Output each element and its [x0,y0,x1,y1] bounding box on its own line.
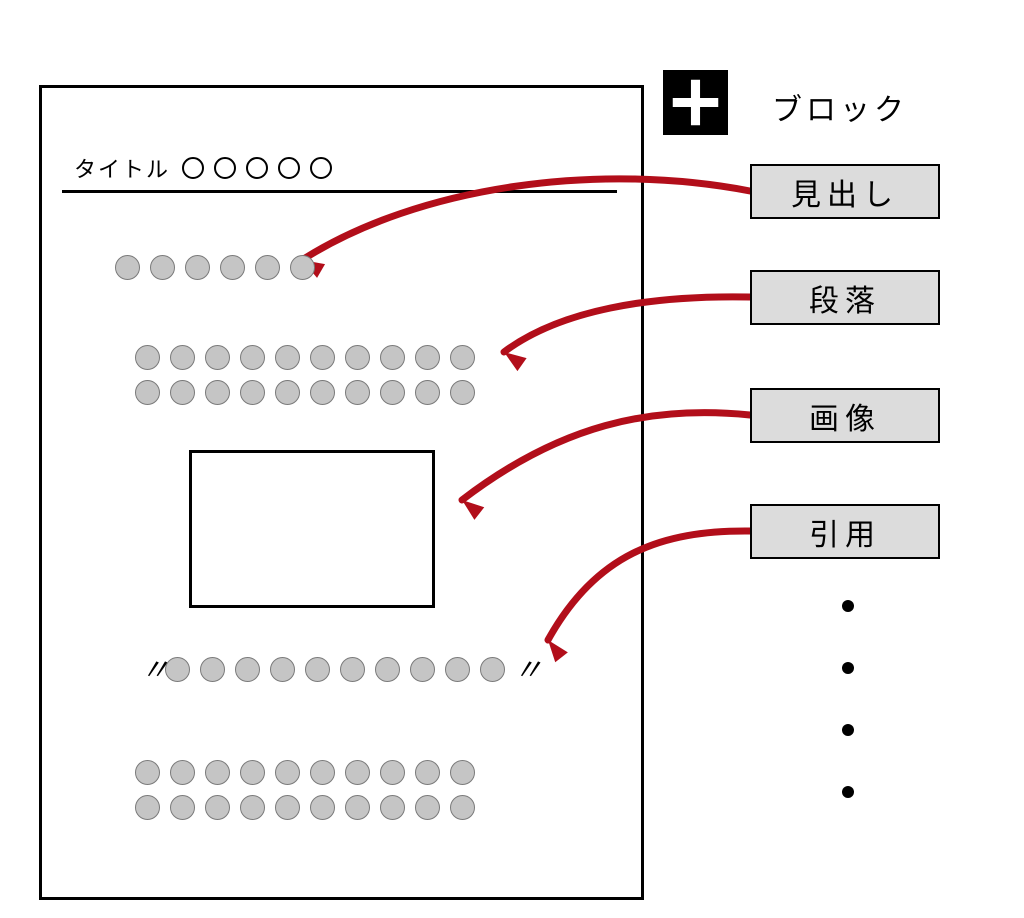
content-dot [450,760,475,785]
block-button-image[interactable]: 画像 [750,388,940,443]
content-dot [135,380,160,405]
content-dot [240,345,265,370]
content-dot [480,657,505,682]
para-row-2 [135,380,475,405]
content-dot [450,345,475,370]
title-row: タイトル [74,152,332,184]
content-dot [170,760,195,785]
content-dot [170,380,195,405]
para2-row-2 [135,795,475,820]
block-button-paragraph[interactable]: 段落 [750,270,940,325]
title-circle [278,157,300,179]
title-circle [310,157,332,179]
title-circle [182,157,204,179]
block-button-label: 引用 [809,510,881,554]
content-dot [115,255,140,280]
content-dot [205,380,230,405]
content-dot [415,795,440,820]
content-dot [170,795,195,820]
content-dot [310,795,335,820]
block-button-heading[interactable]: 見出し [750,164,940,219]
content-dot [415,345,440,370]
title-underline [62,190,617,193]
content-dot [170,345,195,370]
content-dot [205,345,230,370]
content-dot [185,255,210,280]
content-dot [290,255,315,280]
content-dot [240,760,265,785]
content-dot [135,795,160,820]
quote-mark-close: 〃 [513,645,543,689]
content-dot [240,380,265,405]
content-dot [150,255,175,280]
ellipsis-dot [842,786,854,798]
content-dot [270,657,295,682]
title-label: タイトル [74,152,170,184]
ellipsis-dot [842,600,854,612]
content-dot [340,657,365,682]
content-dot [235,657,260,682]
title-circle [214,157,236,179]
block-label: ブロック [772,85,908,129]
content-dot [345,345,370,370]
content-dot [310,345,335,370]
title-circle [246,157,268,179]
plus-icon[interactable] [663,70,728,135]
heading-row [115,255,315,280]
content-dot [135,345,160,370]
content-dot [450,795,475,820]
content-dot [345,795,370,820]
content-dot [205,760,230,785]
content-dot [275,795,300,820]
block-button-label: 段落 [809,276,881,320]
content-dot [380,760,405,785]
content-dot [255,255,280,280]
content-dot [380,795,405,820]
quote-row [165,657,505,682]
content-dot [450,380,475,405]
content-dot [380,380,405,405]
para-row-1 [135,345,475,370]
content-dot [310,380,335,405]
content-dot [310,760,335,785]
block-button-label: 見出し [791,170,899,214]
para2-row-1 [135,760,475,785]
content-dot [240,795,265,820]
content-dot [375,657,400,682]
ellipsis-dot [842,724,854,736]
content-dot [165,657,190,682]
content-dot [415,380,440,405]
block-button-quote[interactable]: 引用 [750,504,940,559]
content-dot [445,657,470,682]
content-dot [305,657,330,682]
content-dot [415,760,440,785]
content-dot [410,657,435,682]
ellipsis-dot [842,662,854,674]
content-dot [345,760,370,785]
title-placeholder-circles [182,157,332,179]
image-placeholder [189,450,435,608]
content-dot [135,760,160,785]
content-dot [380,345,405,370]
content-dot [205,795,230,820]
content-dot [275,380,300,405]
content-dot [275,760,300,785]
content-dot [275,345,300,370]
content-dot [220,255,245,280]
block-button-label: 画像 [809,394,881,438]
content-dot [200,657,225,682]
content-dot [345,380,370,405]
